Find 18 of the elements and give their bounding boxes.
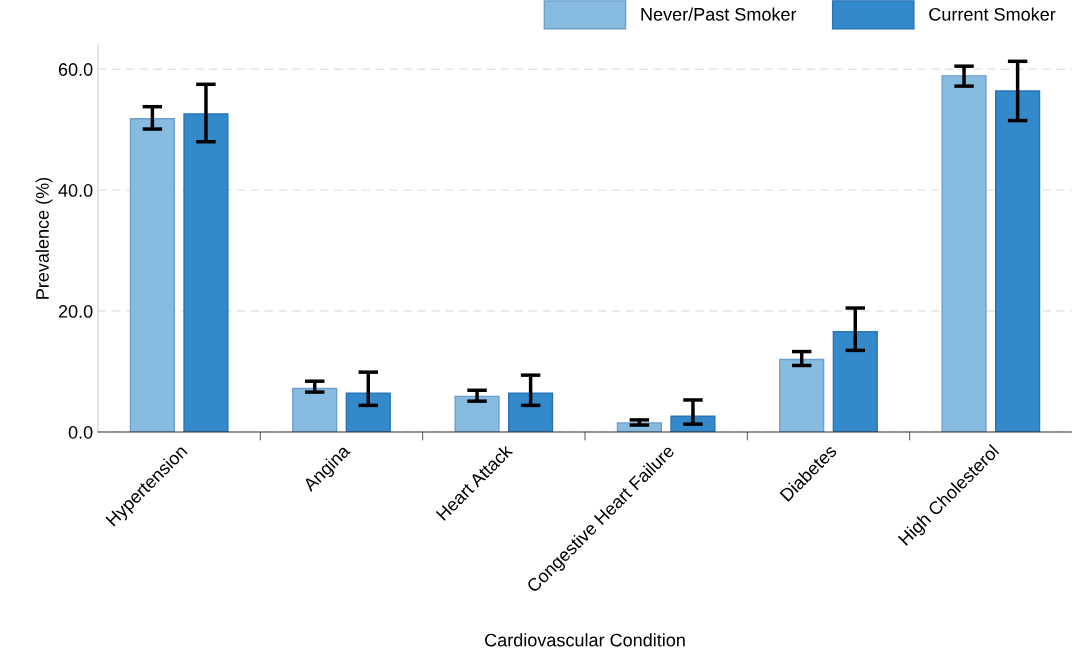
bar: [292, 387, 338, 432]
y-tick-label: 40.0: [58, 184, 93, 197]
bar: [995, 90, 1041, 432]
bar: [508, 392, 554, 432]
y-tick-label: 0.0: [68, 425, 93, 439]
bar: [129, 118, 175, 432]
bar: [941, 75, 987, 432]
bar: [345, 392, 391, 432]
bar: [183, 113, 229, 432]
bar: [779, 358, 825, 432]
y-tick-label: 60.0: [58, 63, 93, 76]
y-axis-title: Prevalence (%): [35, 177, 53, 299]
legend-label: Current Smoker: [929, 7, 1056, 21]
legend-label: Never/Past Smoker: [641, 7, 797, 21]
bar: [454, 395, 500, 432]
y-tick-label: 20.0: [58, 305, 93, 318]
bar: [832, 330, 878, 432]
x-axis-title: Cardiovascular Condition: [485, 633, 685, 647]
